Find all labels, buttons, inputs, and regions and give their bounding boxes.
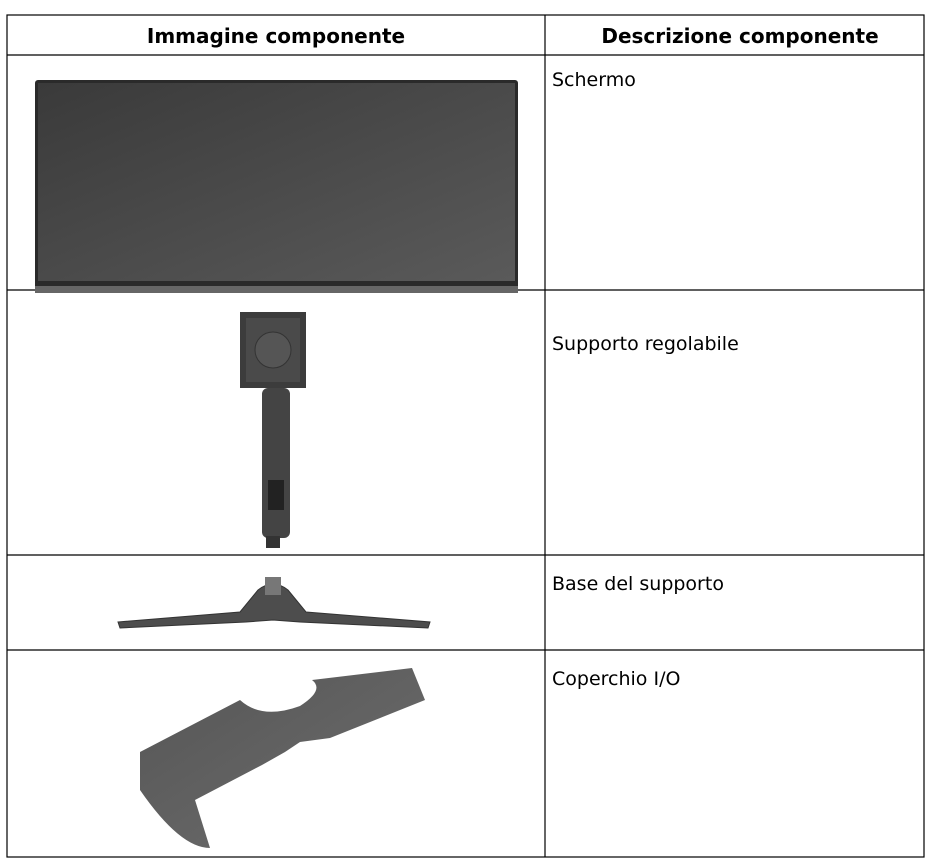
description: Coperchio I/O [552,668,680,690]
description: Base del supporto [552,573,724,595]
header-cell: Immagine componente [147,24,405,48]
io-cover-image [140,668,425,848]
monitor-image [35,80,518,293]
description: Schermo [552,69,636,91]
header-cell: Descrizione componente [601,24,878,48]
base-image [117,577,431,629]
table-grid [6,14,925,858]
description: Supporto regolabile [552,333,739,355]
stand-image [240,312,306,548]
